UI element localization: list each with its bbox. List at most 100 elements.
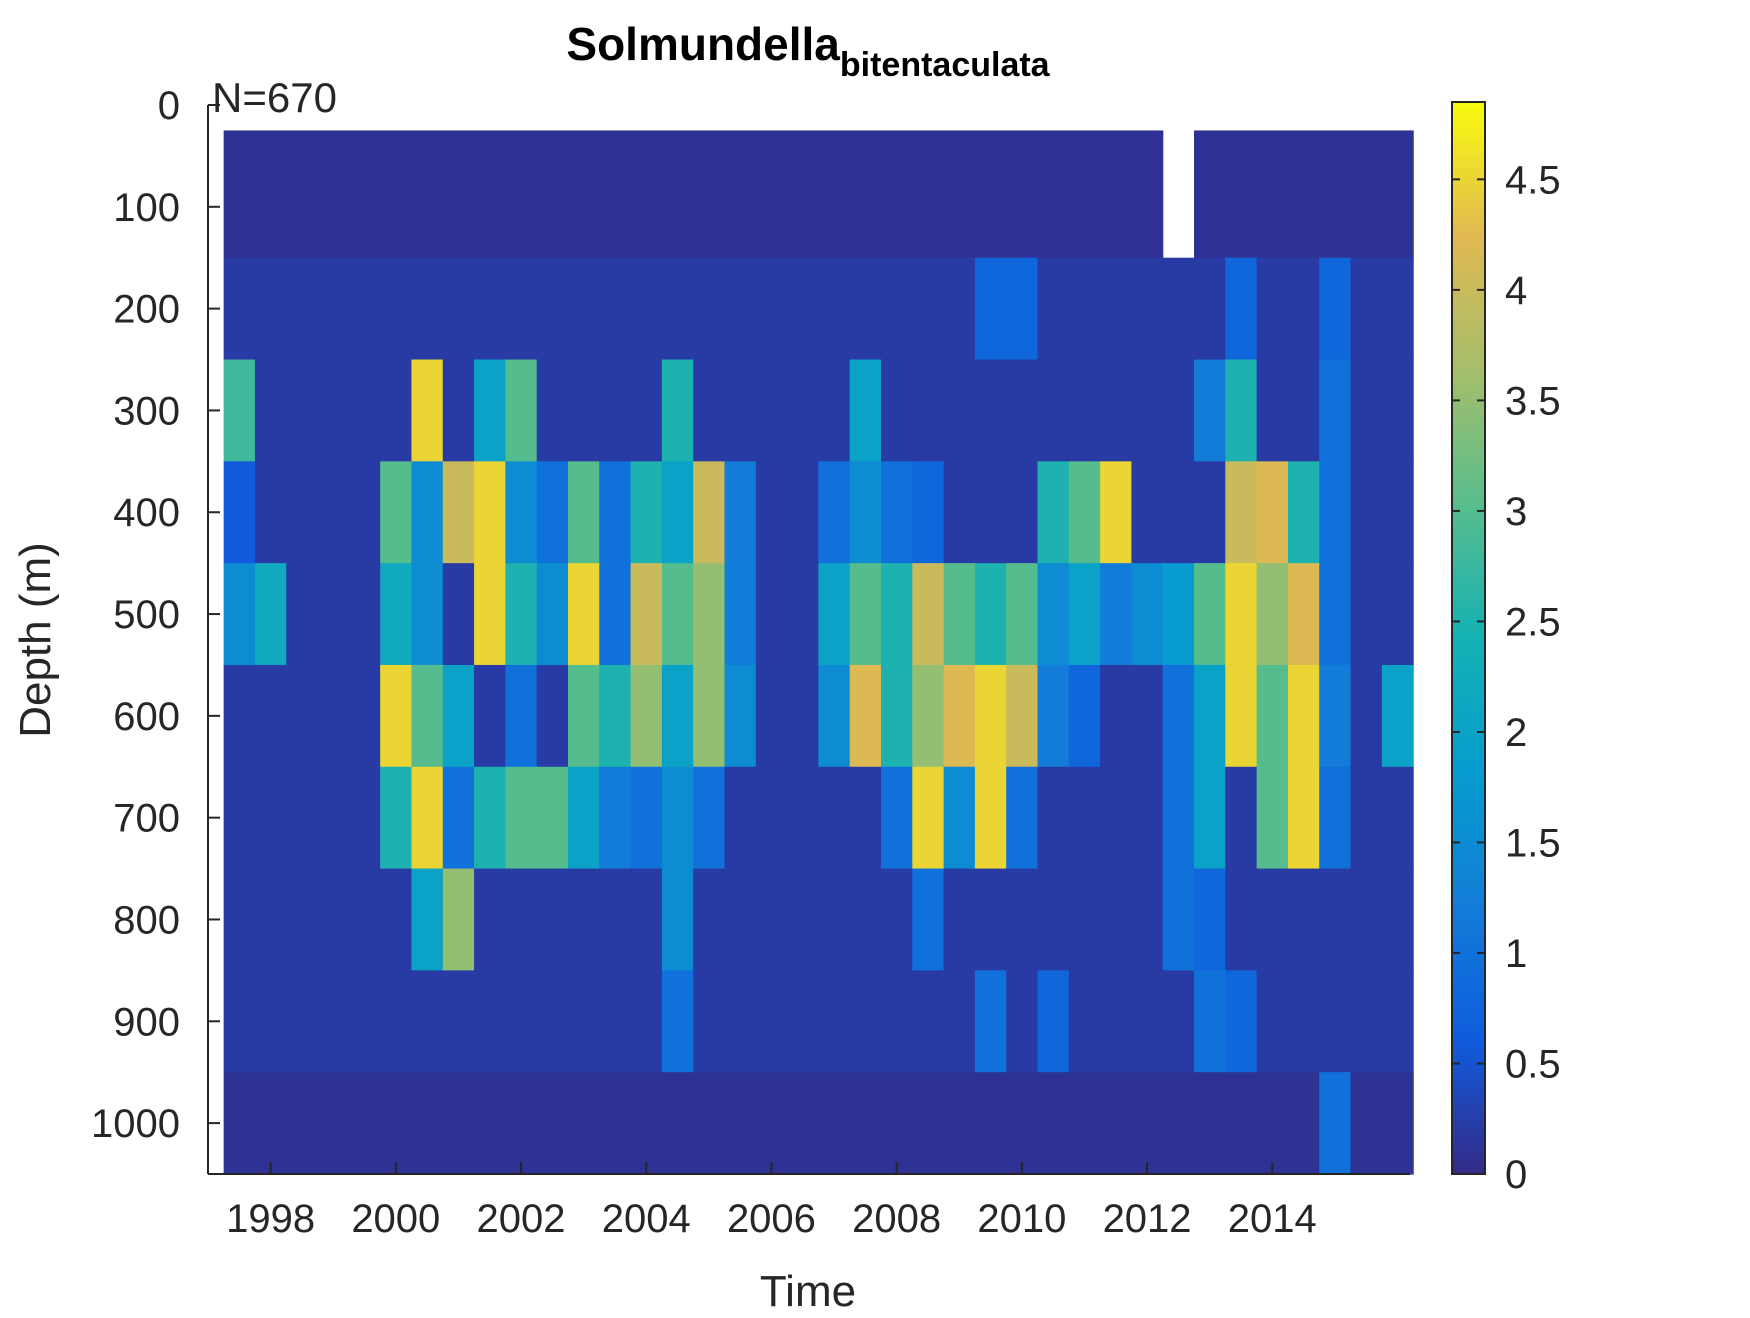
heatmap-cell xyxy=(1131,130,1164,259)
heatmap-cell xyxy=(974,1072,1007,1175)
heatmap-cell xyxy=(943,664,976,768)
heatmap-cell xyxy=(1068,563,1101,666)
heatmap-cell xyxy=(567,461,600,564)
heatmap-cell xyxy=(1287,359,1320,462)
heatmap-cell xyxy=(223,130,256,259)
heatmap-cell xyxy=(474,563,506,666)
heatmap-cell xyxy=(1100,359,1133,462)
heatmap-cell xyxy=(442,766,475,870)
heatmap-cell xyxy=(286,1072,319,1175)
heatmap-cell xyxy=(1068,257,1101,361)
heatmap-cell xyxy=(317,868,350,971)
heatmap-cell xyxy=(943,563,976,666)
heatmap-cell xyxy=(693,461,726,564)
heatmap-cell xyxy=(380,461,413,564)
heatmap-cell xyxy=(818,1072,851,1175)
heatmap-cell xyxy=(787,563,819,666)
heatmap-cell xyxy=(223,868,256,971)
heatmap-cell xyxy=(1350,461,1383,564)
heatmap-cell xyxy=(442,257,475,361)
heatmap-cell xyxy=(1037,766,1070,870)
y-tick-label: 600 xyxy=(113,695,180,739)
heatmap-cell xyxy=(286,257,319,361)
heatmap-cell xyxy=(536,461,569,564)
heatmap-cell xyxy=(411,563,444,666)
heatmap-cell xyxy=(912,1072,945,1175)
heatmap-cell xyxy=(223,970,256,1073)
heatmap-cell xyxy=(317,766,350,870)
heatmap-cell xyxy=(1287,563,1320,666)
heatmap-cell xyxy=(1131,461,1164,564)
heatmap-cell xyxy=(536,766,569,870)
heatmap-cell xyxy=(536,359,569,462)
x-tick-label: 2014 xyxy=(1228,1197,1317,1241)
heatmap-cell xyxy=(1006,664,1039,768)
heatmap-cell xyxy=(1131,359,1164,462)
heatmap-cell xyxy=(411,257,444,361)
heatmap-cell xyxy=(317,664,350,768)
heatmap-cell xyxy=(1037,461,1070,564)
heatmap-cell xyxy=(1037,257,1070,361)
heatmap-cell xyxy=(474,766,506,870)
heatmap-cell xyxy=(254,461,287,564)
heatmap-cell xyxy=(474,970,506,1073)
heatmap-cell xyxy=(223,359,256,462)
heatmap-cell xyxy=(849,130,882,259)
heatmap-cell xyxy=(943,970,976,1073)
heatmap-cell xyxy=(1287,766,1320,870)
heatmap-cell xyxy=(1100,563,1133,666)
y-tick-label: 0 xyxy=(158,84,180,128)
heatmap-cell xyxy=(630,461,663,564)
heatmap-cell xyxy=(505,664,538,768)
heatmap-cell xyxy=(474,461,506,564)
heatmap-cell xyxy=(849,461,882,564)
heatmap-cell xyxy=(974,664,1007,768)
colorbar-tick-label: 3.5 xyxy=(1505,379,1561,423)
heatmap-cell xyxy=(818,563,851,666)
heatmap-cell xyxy=(818,359,851,462)
heatmap-cell xyxy=(1194,970,1226,1073)
heatmap-cell xyxy=(724,664,757,768)
heatmap-cell xyxy=(1006,868,1039,971)
heatmap-cell xyxy=(630,868,663,971)
heatmap-cell xyxy=(567,563,600,666)
heatmap-cell xyxy=(1381,766,1414,870)
heatmap-cell xyxy=(411,766,444,870)
y-tick-label: 900 xyxy=(113,1000,180,1044)
x-tick-label: 2010 xyxy=(977,1197,1066,1241)
colorbar-tick-label: 4 xyxy=(1505,269,1527,313)
heatmap-cells xyxy=(223,130,1414,1175)
heatmap-cell xyxy=(1319,563,1352,666)
heatmap-cell xyxy=(974,130,1007,259)
heatmap-cell xyxy=(1131,766,1164,870)
heatmap-cell xyxy=(1225,664,1258,768)
heatmap-cell xyxy=(317,1072,350,1175)
heatmap-cell xyxy=(1068,664,1101,768)
heatmap-cell xyxy=(1256,664,1289,768)
heatmap-cell xyxy=(474,359,506,462)
heatmap-cell xyxy=(223,257,256,361)
heatmap-cell xyxy=(880,970,913,1073)
heatmap-cell xyxy=(1319,461,1352,564)
heatmap-cell xyxy=(818,766,851,870)
heatmap-cell xyxy=(974,563,1007,666)
heatmap-cell xyxy=(505,257,538,361)
heatmap-cell xyxy=(1037,359,1070,462)
heatmap-cell xyxy=(1037,664,1070,768)
heatmap-cell xyxy=(599,461,632,564)
heatmap-cell xyxy=(912,130,945,259)
heatmap-cell xyxy=(755,766,788,870)
heatmap-cell xyxy=(536,970,569,1073)
heatmap-cell xyxy=(1037,970,1070,1073)
heatmap-cell xyxy=(787,1072,819,1175)
heatmap-cell xyxy=(442,563,475,666)
heatmap-cell xyxy=(1006,359,1039,462)
heatmap-cell xyxy=(849,868,882,971)
heatmap-cell xyxy=(1162,257,1195,361)
colorbar-tick-label: 4.5 xyxy=(1505,158,1561,202)
heatmap-cell xyxy=(818,461,851,564)
heatmap-cell xyxy=(724,970,757,1073)
heatmap-cell xyxy=(1162,359,1195,462)
heatmap-cell xyxy=(943,130,976,259)
